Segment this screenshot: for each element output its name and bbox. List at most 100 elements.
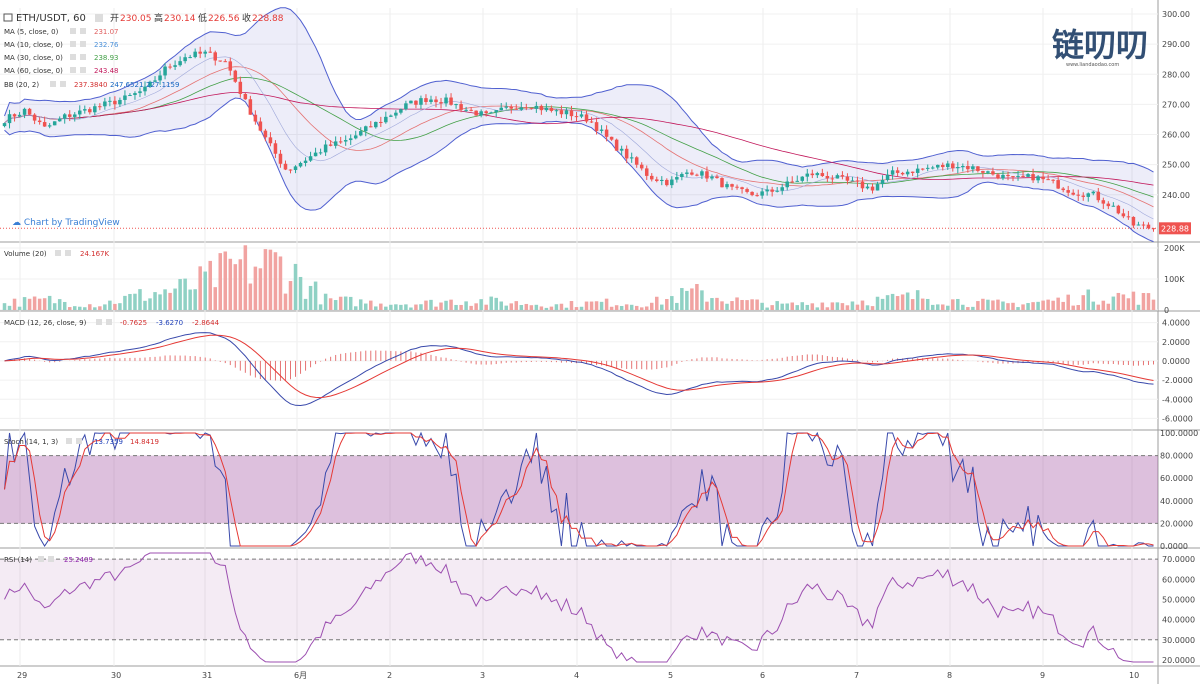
volume-bar <box>700 290 704 310</box>
candle-body <box>961 166 965 168</box>
macd-tick-label: 2.0000 <box>1162 338 1190 347</box>
volume-bar <box>755 299 759 310</box>
ohlc-value: 228.88 <box>252 14 284 24</box>
candle-body <box>554 110 559 112</box>
volume-bar <box>1141 293 1146 310</box>
volume-bar <box>815 307 820 310</box>
candle-body <box>183 57 187 62</box>
candle-body <box>604 129 609 137</box>
candle-body <box>238 81 243 94</box>
volume-bar <box>825 307 830 310</box>
candle-body <box>529 107 534 109</box>
volume-bar <box>795 305 800 310</box>
volume-bar <box>213 287 217 310</box>
volume-bar <box>369 300 373 310</box>
volume-bar <box>308 285 313 310</box>
candle-body <box>429 99 433 102</box>
candle-body <box>1026 174 1030 177</box>
time-tick-label: 30 <box>111 671 121 680</box>
volume-bar <box>52 303 57 310</box>
candle-body <box>629 157 634 159</box>
volume-bar <box>584 301 589 310</box>
volume-bar <box>524 303 529 310</box>
tradingview-attribution[interactable]: ☁ Chart by TradingView <box>12 218 120 228</box>
settings-icon <box>95 14 103 22</box>
volume-bar <box>288 281 293 310</box>
candle-body <box>870 186 875 191</box>
candle-body <box>198 51 202 54</box>
candle-body <box>710 176 714 179</box>
volume-bar <box>353 306 358 310</box>
ma5-legend-label: MA (5, close, 0) <box>4 28 59 36</box>
stoch-band-fill <box>0 455 1158 524</box>
candle-body <box>22 108 27 115</box>
volume-bar <box>624 304 629 310</box>
volume-bar <box>840 303 845 310</box>
candle-body <box>384 116 388 123</box>
volume-bar <box>429 299 433 310</box>
candle-body <box>755 195 759 197</box>
candle-body <box>52 121 57 126</box>
volume-bar <box>173 288 177 310</box>
candle-body <box>815 173 820 176</box>
volume-bar <box>1086 289 1091 310</box>
macd-legend-value: -3.6270 <box>156 319 183 327</box>
candle-body <box>1081 195 1086 197</box>
macd-tick-label: 0.0000 <box>1162 357 1190 366</box>
candle-body <box>920 168 925 170</box>
ma5-legend-value: 231.07 <box>94 28 119 36</box>
candle-body <box>358 131 363 136</box>
candle-body <box>775 190 779 192</box>
candle-body <box>700 171 704 176</box>
volume-bar <box>263 249 268 310</box>
candle-body <box>514 108 519 110</box>
volume-bar <box>1046 299 1050 310</box>
volume-bar <box>946 305 950 310</box>
time-tick-label: 29 <box>17 671 27 680</box>
candle-body <box>624 148 629 159</box>
rsi-line <box>4 552 1154 663</box>
symbol-label: ETH/USDT, 60 <box>16 13 86 24</box>
volume-bar <box>318 304 323 310</box>
bb-legend-value: 237.3840 <box>74 81 107 89</box>
volume-bar <box>599 301 604 310</box>
close-icon <box>106 319 112 325</box>
volume-legend-value: 24.167K <box>80 250 109 258</box>
volume-bar <box>233 264 238 310</box>
price-tick-label: 270.00 <box>1162 100 1190 109</box>
volume-bar <box>961 304 965 310</box>
candle-body <box>479 111 483 116</box>
candle-body <box>27 108 32 115</box>
candle-body <box>1046 179 1050 181</box>
candle-body <box>128 95 132 97</box>
volume-bar <box>770 305 774 310</box>
volume-bar <box>37 298 42 310</box>
visibility-icon <box>70 67 76 73</box>
close-icon <box>80 54 86 60</box>
visibility-icon <box>70 54 76 60</box>
volume-bar <box>665 299 669 310</box>
ma60-line <box>4 92 1154 186</box>
candle-body <box>489 112 493 114</box>
rsi-tick-label: 50.0000 <box>1162 595 1195 604</box>
volume-bar <box>850 301 855 310</box>
candle-body <box>574 116 579 118</box>
candle-body <box>915 168 920 173</box>
stoch-tick-label: 0.0000 <box>1160 542 1188 551</box>
volume-bar <box>910 299 915 310</box>
candle-body <box>173 65 177 67</box>
visibility-icon <box>66 438 72 444</box>
candle-body <box>424 98 428 102</box>
candle-body <box>464 109 468 111</box>
rsi-tick-label: 40.0000 <box>1162 616 1195 625</box>
visibility-icon <box>55 250 61 256</box>
volume-bar <box>78 306 82 310</box>
volume-bar <box>875 296 880 310</box>
candle-body <box>313 152 318 157</box>
candle-body <box>62 114 67 119</box>
volume-bar <box>12 298 17 310</box>
bollinger-band-fill <box>4 7 1154 242</box>
volume-bar <box>439 302 443 310</box>
candle-body <box>47 125 52 127</box>
candle-body <box>745 189 749 192</box>
